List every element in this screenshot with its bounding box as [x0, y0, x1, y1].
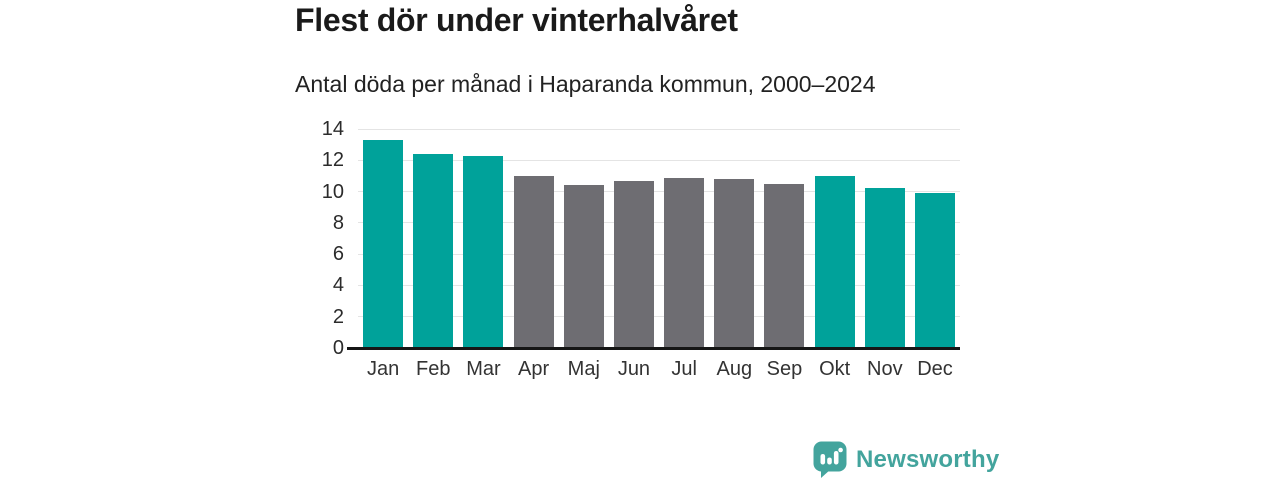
gridline-6 [358, 253, 960, 255]
y-tick-label-14: 14 [321, 118, 344, 140]
x-tick-label-mar: Mar [466, 358, 501, 380]
newsworthy-logo-text: Newsworthy [856, 445, 1000, 473]
chart-title: Flest dör under vinterhalvåret [295, 2, 738, 38]
y-tick-label-8: 8 [332, 211, 344, 234]
y-tick-label-4: 4 [332, 274, 344, 297]
gridline-14 [358, 128, 960, 130]
x-tick-label-sep: Sep [766, 358, 803, 380]
x-tick-label-dec: Dec [917, 358, 953, 380]
y-tick-label-12: 12 [321, 149, 344, 172]
bar-nov [864, 188, 905, 348]
gridline-8 [358, 222, 960, 224]
bar-slot-nov [860, 129, 910, 348]
y-axis-labels: 0 2 4 6 8 10 12 14 [260, 118, 350, 359]
y-tick-label-0: 0 [332, 337, 344, 359]
gridline-2 [358, 316, 960, 318]
bar-slot-jun [609, 129, 659, 348]
bar-slot-dec [910, 129, 960, 348]
x-tick-label-feb: Feb [416, 358, 451, 380]
x-tick-label-jul: Jul [671, 358, 697, 380]
gridline-12 [358, 159, 960, 161]
x-tick-label-aug: Aug [716, 358, 753, 380]
gridline-4 [358, 284, 960, 286]
bar-mar [463, 155, 504, 348]
bar-slot-maj [559, 129, 609, 348]
y-tick-label-10: 10 [321, 180, 344, 203]
bar-slot-feb [408, 129, 458, 348]
x-tick-label-apr: Apr [518, 358, 550, 380]
bar-feb [413, 154, 454, 348]
bar-slot-jul [659, 129, 709, 348]
bar-jul [664, 177, 705, 348]
bar-slot-aug [709, 129, 759, 348]
chart-subtitle: Antal döda per månad i Haparanda kommun,… [295, 71, 876, 97]
bar-slot-okt [810, 129, 860, 348]
bar-apr [513, 175, 554, 348]
bar-jan [363, 139, 404, 348]
x-axis-labels: Jan Feb Mar Apr Maj Jun Jul Aug Sep Okt Nov Dec [358, 358, 960, 381]
newsworthy-logo: Newsworthy [813, 441, 999, 478]
x-tick-label-okt: Okt [819, 358, 851, 380]
bar-slot-apr [509, 129, 559, 348]
bar-sep [764, 183, 805, 348]
bar-jun [613, 180, 654, 348]
bar-aug [714, 179, 755, 348]
bar-okt [814, 175, 855, 348]
plot-area [358, 128, 960, 348]
bar-slot-mar [458, 129, 508, 348]
bar-slot-sep [759, 129, 809, 348]
x-tick-label-maj: Maj [567, 358, 600, 380]
y-tick-label-6: 6 [332, 243, 344, 266]
y-tick-label-2: 2 [332, 305, 344, 328]
gridline-10 [358, 191, 960, 193]
bars [358, 129, 960, 348]
x-tick-label-nov: Nov [867, 358, 903, 380]
x-axis-line [347, 347, 960, 350]
bar-maj [563, 185, 604, 348]
bar-slot-jan [358, 129, 408, 348]
x-tick-label-jan: Jan [366, 358, 400, 380]
bar-dec [914, 193, 955, 348]
x-tick-label-jun: Jun [617, 358, 651, 380]
newsworthy-bubble-chart-icon [813, 441, 847, 478]
